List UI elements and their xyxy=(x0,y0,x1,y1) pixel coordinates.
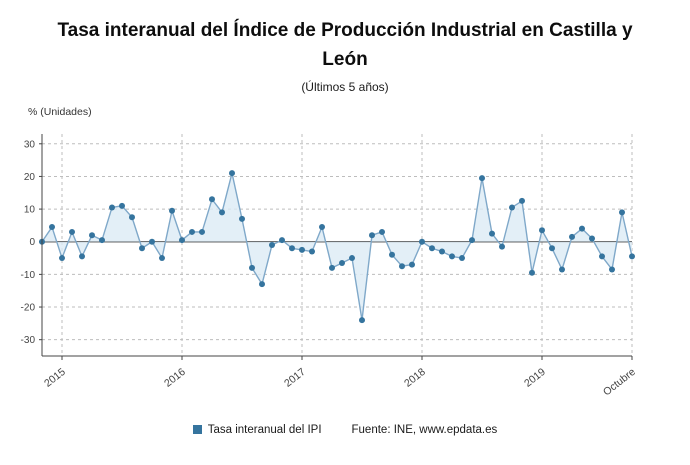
legend-item: Tasa interanual del IPI xyxy=(192,423,322,436)
legend-label: Tasa interanual del IPI xyxy=(207,423,322,436)
ipi-line-chart: -30 -20 -10 0 10 20 30 2015 2016 2017 2018 2019 Octu… xyxy=(21,133,638,399)
svg-text:30: 30 xyxy=(24,139,36,150)
svg-text:0: 0 xyxy=(29,237,35,248)
svg-text:-10: -10 xyxy=(21,270,36,281)
svg-text:-20: -20 xyxy=(21,302,36,313)
svg-text:2017: 2017 xyxy=(282,366,308,390)
legend-row: Tasa interanual del IPI Fuente: INE, www… xyxy=(0,424,690,436)
svg-text:2018: 2018 xyxy=(402,366,428,390)
svg-text:Octubre: Octubre xyxy=(601,366,638,399)
chart-subtitle: (Últimos 5 años) xyxy=(301,79,389,94)
source-text: Fuente: INE, www.epdata.es xyxy=(351,423,498,436)
svg-text:-30: -30 xyxy=(21,335,36,346)
y-axis-unit-label: % (Unidades) xyxy=(28,105,92,118)
legend-color-icon xyxy=(192,425,202,435)
svg-text:2015: 2015 xyxy=(42,366,68,390)
svg-text:2019: 2019 xyxy=(522,366,548,390)
svg-text:20: 20 xyxy=(24,172,36,183)
svg-text:10: 10 xyxy=(24,204,36,215)
chart-title: Tasa interanual del Índice de Producción… xyxy=(57,20,633,71)
svg-text:2016: 2016 xyxy=(162,366,188,390)
